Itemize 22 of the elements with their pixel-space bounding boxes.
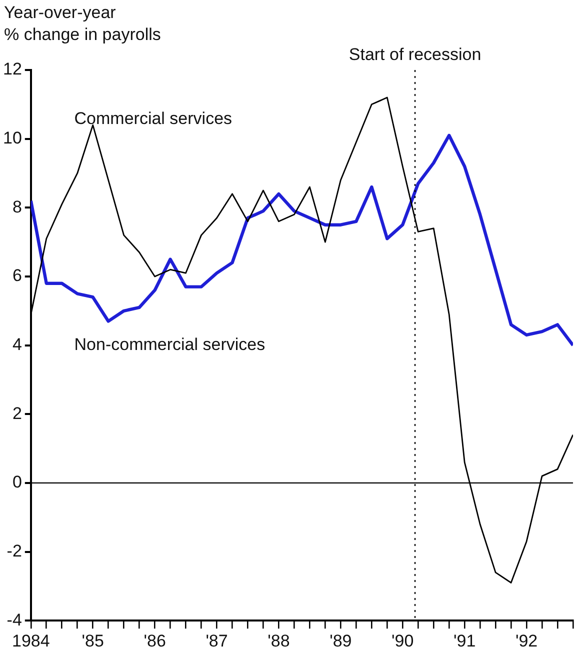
text: Non-commercial services (74, 334, 266, 354)
y-tick-label: 8 (12, 197, 22, 216)
ref-line-label: Start of recession (348, 45, 482, 64)
x-tick-label: '91 (454, 631, 476, 650)
x-tick-label: '92 (515, 631, 538, 650)
x-tick-label: '89 (330, 631, 352, 650)
y-tick-label: 0 (12, 472, 22, 492)
series-label: Commercial services (74, 109, 232, 128)
x-tick-label: '85 (82, 631, 104, 650)
x-tick-label: 1984 (12, 631, 50, 650)
x-tick-label: '87 (206, 631, 228, 650)
y-tick-label: 10 (2, 128, 22, 148)
y-tick-label: 6 (12, 266, 22, 286)
y-tick-label: -4 (6, 610, 22, 630)
y-tick-label: -2 (6, 541, 22, 560)
x-tick-label: '90 (392, 631, 414, 650)
x-tick-label: '86 (144, 631, 166, 650)
y-tick-label: 4 (12, 334, 22, 354)
y-tick-label: 12 (2, 60, 22, 79)
y-axis-title: Year-over-year % change in payrolls (4, 2, 161, 46)
x-tick-label: '88 (268, 631, 290, 650)
y-tick-label: 2 (12, 404, 22, 423)
